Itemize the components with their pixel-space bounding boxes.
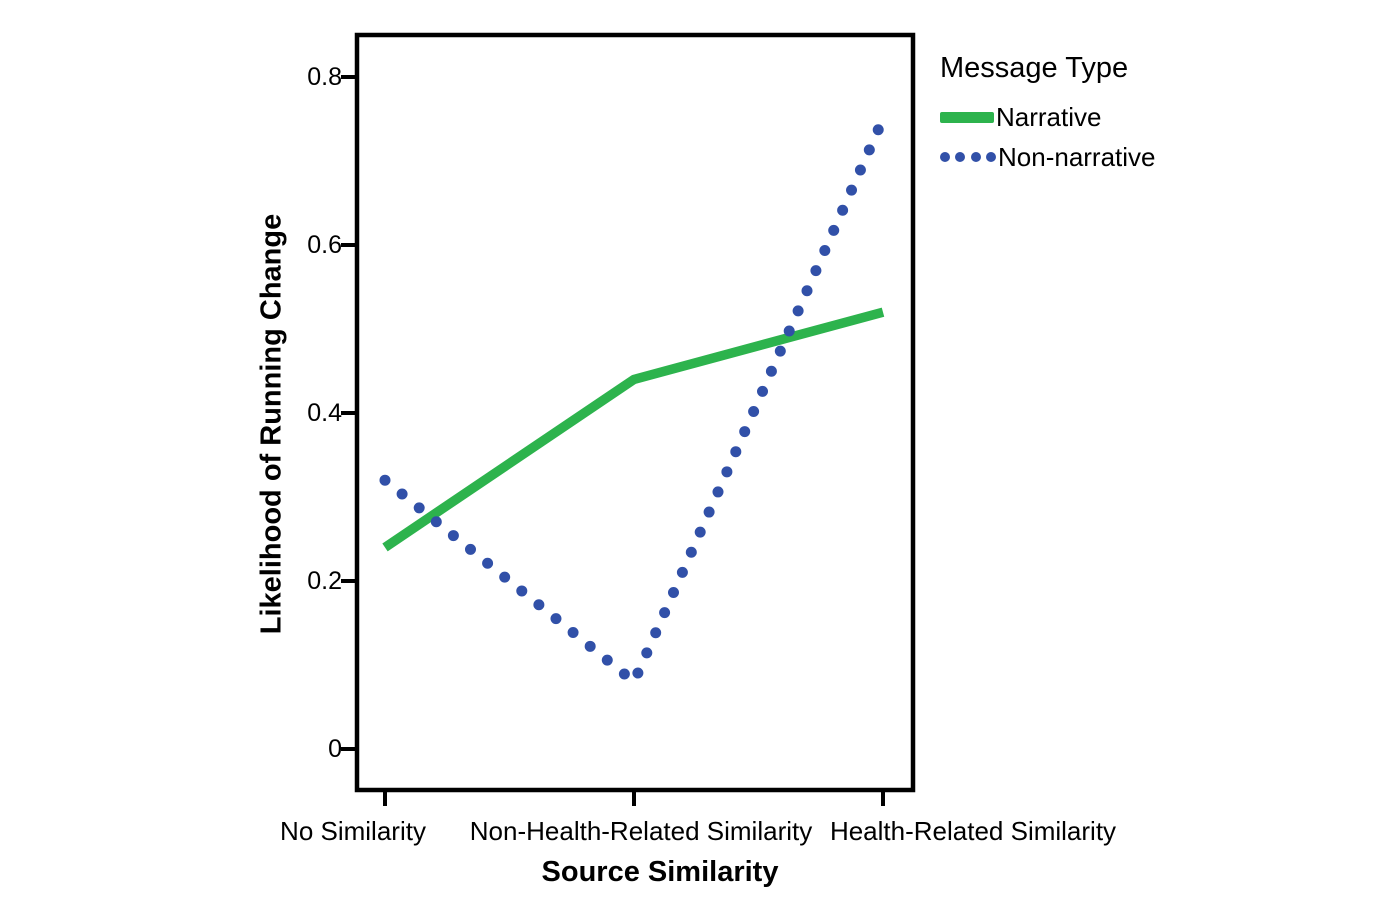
legend-dot [970,152,981,162]
x-tick-label: Health-Related Similarity [829,816,1117,846]
y-tick-label: 0.8 [307,63,342,91]
y-tick-label: 0.2 [307,567,342,595]
y-tick-label: 0.6 [307,231,342,259]
legend-item-label: Non-narrative [998,141,1156,172]
x-axis-title: Source Similarity [541,856,779,888]
y-axis-title: Likelihood of Running Change [255,213,288,635]
legend-item-narrative: Narrative [940,101,1360,132]
legend-item-non-narrative: Non-narrative [940,141,1360,172]
non-narrative-dotted-swatch-icon [940,152,996,162]
legend-dot [940,152,950,162]
legend-dot [985,152,996,162]
narrative-line-swatch-icon [940,111,994,123]
series-line-non-narrative [379,113,889,688]
legend-dot [955,152,966,162]
x-tick-label: No Similarity [280,816,426,846]
legend-title: Message Type [940,52,1129,84]
y-tick-label: 0 [328,735,342,763]
y-tick-label: 0.4 [307,399,342,427]
series-line-narrative [382,307,885,552]
legend: Message Type Narrative Non-narrative [940,52,1360,183]
legend-item-label: Narrative [996,101,1102,132]
x-tick-label: Non-Health-Related Similarity [469,816,813,846]
